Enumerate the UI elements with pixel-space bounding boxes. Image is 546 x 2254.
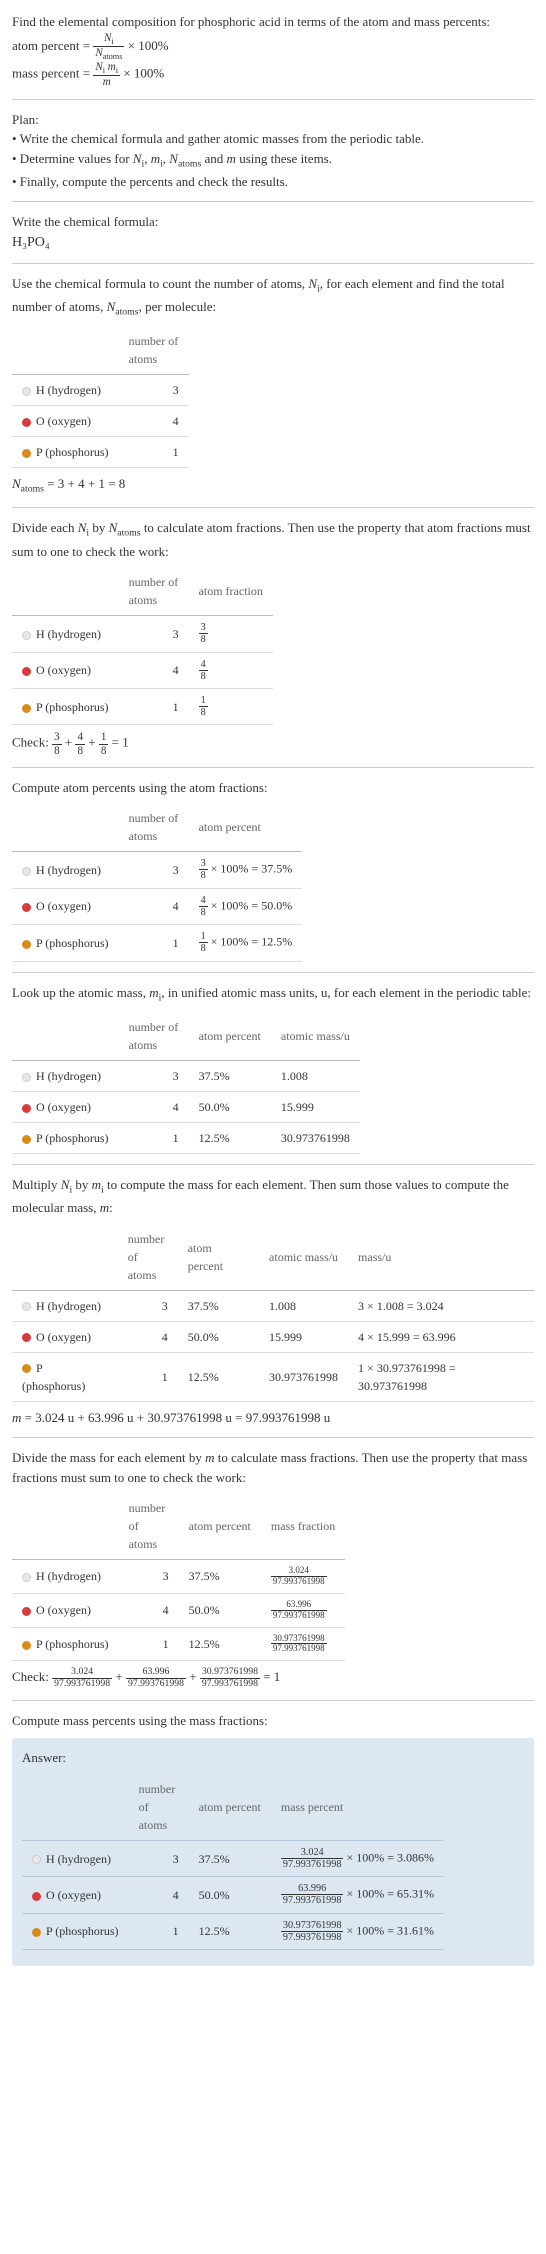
table-row: O (oxygen) 4 50.0% 63.99697.993761998 [12, 1593, 345, 1627]
mass-pct-block: Compute mass percents using the mass fra… [12, 1711, 534, 1731]
mass-frac-block: Divide the mass for each element by m to… [12, 1448, 534, 1690]
mass-frac-check: Check: 3.02497.993761998 + 63.99697.9937… [12, 1667, 534, 1689]
count-header: number of atoms [119, 326, 189, 375]
table-row: H (hydrogen) 3 37.5% 1.008 [12, 1060, 360, 1091]
table-row: P (phosphorus) 1 18 × 100% = 12.5% [12, 925, 302, 961]
empty-header [12, 326, 119, 375]
divider [12, 1700, 534, 1701]
mp-label: mass percent = [12, 66, 90, 81]
ap-frac: Ni Natoms [93, 32, 124, 62]
divider [12, 507, 534, 508]
count-block: Use the chemical formula to count the nu… [12, 274, 534, 498]
atom-fractions-block: Divide each Ni by Natoms to calculate at… [12, 518, 534, 756]
table-header-row: number of atoms atom percent [12, 803, 302, 852]
table-header-row: number of atoms atom percent atomic mass… [12, 1224, 534, 1291]
divider [12, 263, 534, 264]
count-cell: 1 [119, 437, 189, 468]
plan-bullet-2: • Determine values for Ni, mi, Natoms an… [12, 149, 534, 172]
answer-label: Answer: [22, 1748, 524, 1768]
mass-lookup-block: Look up the atomic mass, mi, in unified … [12, 983, 534, 1154]
table-header-row: number of atoms [12, 326, 189, 375]
mass-pct-text: Compute mass percents using the mass fra… [12, 1711, 534, 1731]
formula-heading: Write the chemical formula: [12, 212, 534, 232]
fractions-text: Divide each Ni by Natoms to calculate at… [12, 518, 534, 561]
mass-lookup-text: Look up the atomic mass, mi, in unified … [12, 983, 534, 1006]
table-row: H (hydrogen) 3 38 × 100% = 37.5% [12, 852, 302, 888]
element-swatch-o [22, 418, 31, 427]
fractions-table: number of atoms atom fraction H (hydroge… [12, 567, 273, 725]
table-row: H (hydrogen) 3 37.5% 1.008 3 × 1.008 = 3… [12, 1290, 534, 1321]
divider [12, 1437, 534, 1438]
intro-block: Find the elemental composition for phosp… [12, 12, 534, 89]
table-header-row: number of atoms atom percent atomic mass… [12, 1012, 360, 1061]
count-table: number of atoms H (hydrogen) 3 O (oxygen… [12, 326, 189, 468]
atom-pct-table: number of atoms atom percent H (hydrogen… [12, 803, 302, 961]
table-row: P (phosphorus) 1 12.5% 30.973761998 [12, 1122, 360, 1153]
table-row: H (hydrogen) 3 37.5% 3.02497.993761998 [12, 1560, 345, 1594]
table-row: O (oxygen) 4 48 [12, 652, 273, 688]
ap-label: atom percent = [12, 37, 90, 52]
element-name: H (hydrogen) [36, 383, 101, 397]
ap-tail: × 100% [128, 37, 169, 52]
mass-frac-table: number of atoms atom percent mass fracti… [12, 1493, 345, 1661]
divider [12, 1164, 534, 1165]
table-row: H (hydrogen) 3 38 [12, 616, 273, 652]
mass-calc-block: Multiply Ni by mi to compute the mass fo… [12, 1175, 534, 1427]
plan-bullet-3: • Finally, compute the percents and chec… [12, 172, 534, 192]
table-row: O (oxygen) 4 50.0% 15.999 [12, 1091, 360, 1122]
atom-pct-text: Compute atom percents using the atom fra… [12, 778, 534, 798]
plan-bullet-1: • Write the chemical formula and gather … [12, 129, 534, 149]
mass-calc-text: Multiply Ni by mi to compute the mass fo… [12, 1175, 534, 1218]
element-swatch-p [22, 449, 31, 458]
plan-heading: Plan: [12, 110, 534, 130]
table-row: H (hydrogen) 3 [12, 375, 189, 406]
divider [12, 201, 534, 202]
table-header-row: number of atoms atom fraction [12, 567, 273, 616]
count-cell: 4 [119, 406, 189, 437]
table-row: H (hydrogen) 3 37.5% 3.02497.993761998 ×… [22, 1840, 444, 1876]
answer-table: number of atoms atom percent mass percen… [22, 1774, 444, 1950]
table-row: P (phosphorus) 1 12.5% 30.97376199897.99… [22, 1913, 444, 1949]
table-row: O (oxygen) 4 50.0% 63.99697.993761998 × … [22, 1877, 444, 1913]
natoms-equation: Natoms = 3 + 4 + 1 = 8 [12, 474, 534, 497]
mass-frac-text: Divide the mass for each element by m to… [12, 1448, 534, 1487]
formula-block: Write the chemical formula: H₃PO₄ [12, 212, 534, 253]
divider [12, 767, 534, 768]
table-row: P (phosphorus) 1 12.5% 30.973761998 1 × … [12, 1352, 534, 1401]
element-name: O (oxygen) [36, 414, 91, 428]
element-name: P (phosphorus) [36, 445, 109, 459]
fractions-check: Check: 38 + 48 + 18 = 1 [12, 731, 534, 756]
element-swatch-h [22, 387, 31, 396]
divider [12, 99, 534, 100]
divider [12, 972, 534, 973]
table-header-row: number of atoms atom percent mass fracti… [12, 1493, 345, 1560]
mp-frac: Ni mi m [93, 61, 120, 88]
molecular-mass-eq: m = 3.024 u + 63.996 u + 30.973761998 u … [12, 1408, 534, 1428]
mass-lookup-table: number of atoms atom percent atomic mass… [12, 1012, 360, 1154]
table-header-row: number of atoms atom percent mass percen… [22, 1774, 444, 1841]
table-row: P (phosphorus) 1 [12, 437, 189, 468]
count-cell: 3 [119, 375, 189, 406]
table-row: P (phosphorus) 1 18 [12, 689, 273, 725]
mass-calc-table: number of atoms atom percent atomic mass… [12, 1224, 534, 1402]
mp-tail: × 100% [123, 66, 164, 81]
fraction-cell: 38 [189, 616, 273, 652]
atom-percent-formula: atom percent = Ni Natoms × 100% [12, 32, 534, 62]
table-row: P (phosphorus) 1 12.5% 30.97376199897.99… [12, 1627, 345, 1661]
table-row: O (oxygen) 4 50.0% 15.999 4 × 15.999 = 6… [12, 1321, 534, 1352]
answer-box: Answer: number of atoms atom percent mas… [12, 1738, 534, 1966]
mass-percent-formula: mass percent = Ni mi m × 100% [12, 61, 534, 88]
intro-text: Find the elemental composition for phosp… [12, 12, 534, 32]
table-row: O (oxygen) 4 48 × 100% = 50.0% [12, 888, 302, 924]
plan-block: Plan: • Write the chemical formula and g… [12, 110, 534, 192]
count-text: Use the chemical formula to count the nu… [12, 274, 534, 320]
table-row: O (oxygen) 4 [12, 406, 189, 437]
chemical-formula: H₃PO₄ [12, 232, 534, 253]
atom-percents-block: Compute atom percents using the atom fra… [12, 778, 534, 962]
